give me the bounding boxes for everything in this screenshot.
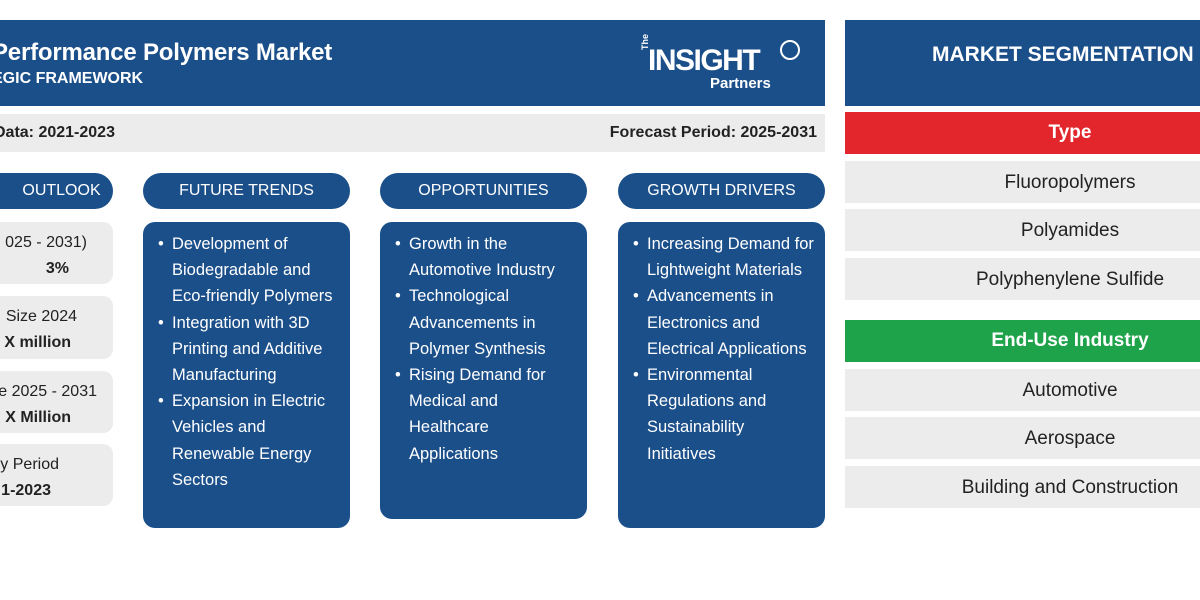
segment-category-label: Type [1048, 122, 1092, 143]
growth-drivers-label: GROWTH DRIVERS [647, 182, 796, 199]
list-item: Growth in the Automotive Industry [394, 231, 579, 283]
report-title: Performance Polymers Market [0, 39, 333, 66]
period-bar [0, 114, 825, 152]
stat-label: y Period [0, 456, 59, 473]
historic-data-label: Data: 2021-2023 [0, 124, 115, 141]
segment-category-label: End-Use Industry [991, 330, 1149, 351]
stat-value: X million [4, 334, 71, 351]
future-trends-pill: FUTURE TRENDS [143, 173, 350, 209]
outlook-pill: OUTLOOK [0, 173, 113, 209]
segment-item: Automotive [845, 369, 1200, 411]
header-banner [0, 20, 825, 106]
segment-category-type: Type [845, 112, 1200, 154]
list-item: Environmental Regulations and Sustainabi… [632, 362, 817, 467]
stat-label: e 2025 - 2031 [0, 383, 97, 400]
segment-item: Fluoropolymers [845, 161, 1200, 203]
segment-item-label: Automotive [1022, 380, 1118, 401]
insight-partners-logo: The INSIGHT Partners [640, 34, 810, 98]
forecast-period-label: Forecast Period: 2025-2031 [609, 124, 817, 141]
segment-item-label: Building and Construction [961, 477, 1179, 498]
segment-category-end-use: End-Use Industry [845, 320, 1200, 362]
future-trends-label: FUTURE TRENDS [179, 182, 314, 199]
outlook-stat: e 2025 - 2031 X Million [0, 371, 113, 433]
logo-ring-icon [780, 40, 800, 60]
segment-item: Polyamides [845, 209, 1200, 251]
segment-item: Building and Construction [845, 466, 1200, 508]
opportunities-label: OPPORTUNITIES [418, 182, 549, 199]
stat-label: Size 2024 [5, 308, 77, 325]
stat-value: X Million [5, 409, 71, 426]
segment-item-label: Aerospace [1024, 428, 1116, 449]
logo-partners: Partners [710, 75, 771, 92]
stat-value: 3% [45, 260, 69, 277]
opportunities-panel: Growth in the Automotive Industry Techno… [380, 222, 587, 519]
growth-drivers-pill: GROWTH DRIVERS [618, 173, 825, 209]
list-item: Rising Demand for Medical and Healthcare… [394, 362, 579, 467]
opportunities-pill: OPPORTUNITIES [380, 173, 587, 209]
list-item: Advancements in Electronics and Electric… [632, 283, 817, 362]
list-item: Integration with 3D Printing and Additiv… [157, 310, 342, 389]
outlook-stat: y Period 1-2023 [0, 444, 113, 506]
list-item: Development of Biodegradable and Eco-fri… [157, 231, 342, 310]
growth-drivers-panel: Increasing Demand for Lightweight Materi… [618, 222, 825, 528]
report-subtitle: EGIC FRAMEWORK [0, 70, 144, 87]
segment-item-label: Polyamides [1020, 220, 1120, 241]
stat-value: 1-2023 [1, 482, 51, 499]
outlook-stat: Size 2024 X million [0, 296, 113, 359]
segment-item-label: Fluoropolymers [1004, 172, 1136, 193]
list-item: Expansion in Electric Vehicles and Renew… [157, 388, 342, 493]
future-trends-panel: Development of Biodegradable and Eco-fri… [143, 222, 350, 528]
segment-item: Aerospace [845, 417, 1200, 459]
outlook-stat: 025 - 2031) 3% [0, 222, 113, 284]
segment-item: Polyphenylene Sulfide [845, 258, 1200, 300]
logo-insight: INSIGHT [648, 44, 761, 77]
outlook-label: OUTLOOK [22, 182, 101, 199]
segmentation-header [845, 20, 1200, 106]
list-item: Increasing Demand for Lightweight Materi… [632, 231, 817, 283]
segment-item-label: Polyphenylene Sulfide [975, 269, 1165, 290]
stat-label: 025 - 2031) [5, 234, 87, 251]
segmentation-title: MARKET SEGMENTATION [932, 43, 1194, 66]
list-item: Technological Advancements in Polymer Sy… [394, 283, 579, 362]
